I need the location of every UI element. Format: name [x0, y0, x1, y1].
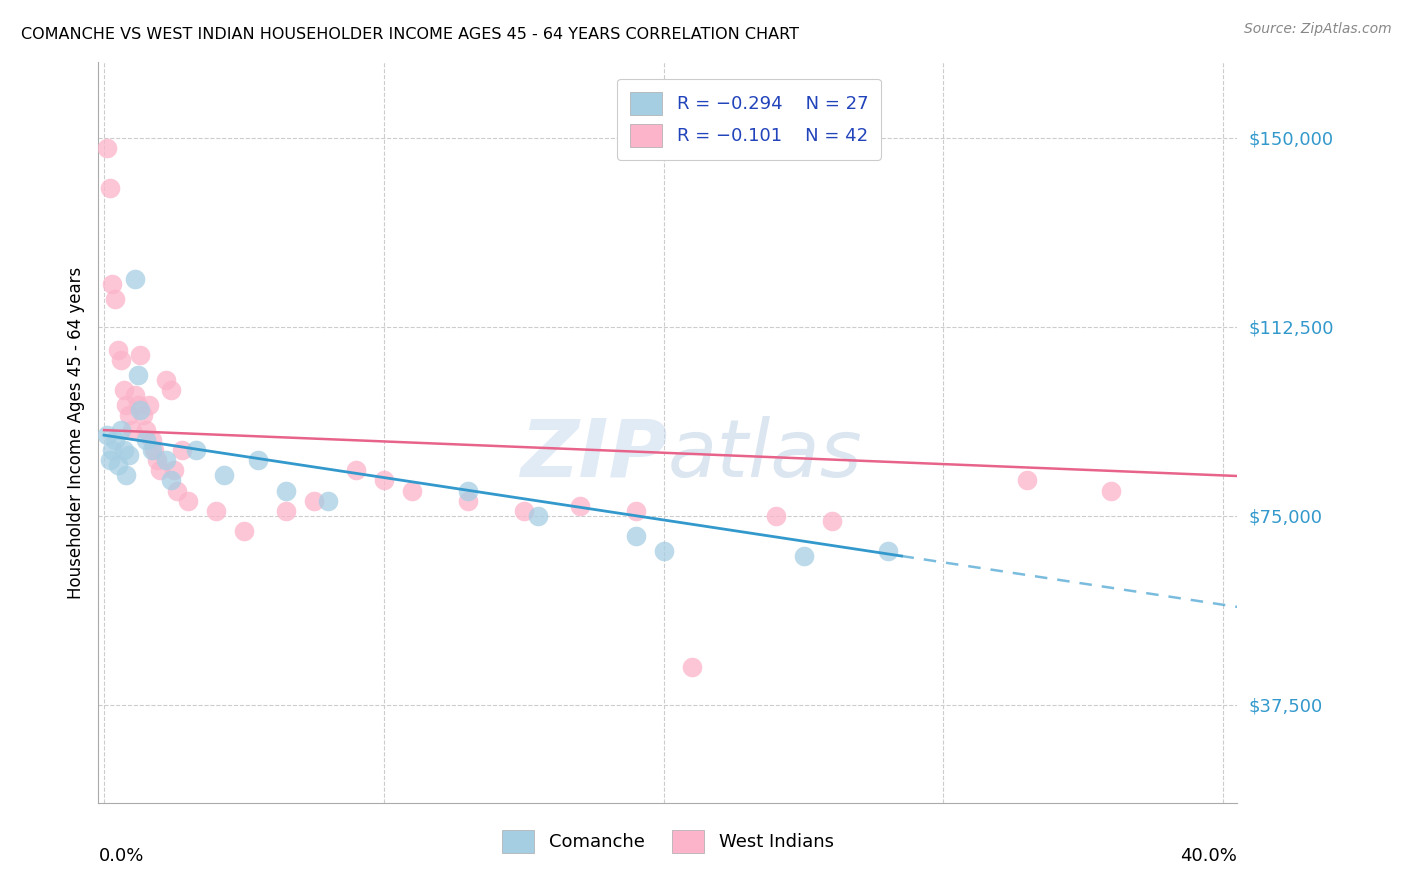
Point: [146, 453, 169, 467]
Text: Source: ZipAtlas.com: Source: ZipAtlas.com: [1244, 22, 1392, 37]
Point: [177, 493, 200, 508]
Point: [160, 474, 183, 488]
Point: [127, 368, 149, 382]
Point: [129, 403, 152, 417]
Point: [316, 493, 339, 508]
Point: [110, 423, 132, 437]
Point: [124, 272, 146, 286]
Point: [876, 544, 898, 558]
Point: [98, 453, 121, 467]
Point: [104, 292, 127, 306]
Point: [246, 453, 269, 467]
Text: 40.0%: 40.0%: [1181, 847, 1237, 865]
Point: [124, 388, 146, 402]
Point: [205, 504, 228, 518]
Point: [132, 408, 155, 422]
Point: [143, 443, 166, 458]
Text: COMANCHE VS WEST INDIAN HOUSEHOLDER INCOME AGES 45 - 64 YEARS CORRELATION CHART: COMANCHE VS WEST INDIAN HOUSEHOLDER INCO…: [21, 27, 799, 42]
Point: [155, 373, 177, 387]
Point: [96, 141, 118, 155]
Point: [513, 504, 536, 518]
Legend: Comanche, West Indians: Comanche, West Indians: [495, 822, 841, 861]
Point: [149, 463, 172, 477]
Point: [681, 660, 703, 674]
Point: [302, 493, 325, 508]
Point: [141, 443, 163, 458]
Point: [107, 458, 129, 473]
Point: [568, 499, 591, 513]
Point: [112, 443, 135, 458]
Point: [457, 483, 479, 498]
Point: [96, 428, 118, 442]
Point: [526, 508, 548, 523]
Point: [186, 443, 208, 458]
Point: [1099, 483, 1122, 498]
Point: [115, 398, 138, 412]
Point: [110, 352, 132, 367]
Point: [127, 398, 149, 412]
Point: [1017, 474, 1039, 488]
Y-axis label: Householder Income Ages 45 - 64 years: Householder Income Ages 45 - 64 years: [66, 267, 84, 599]
Point: [624, 529, 647, 543]
Point: [121, 423, 143, 437]
Point: [232, 524, 254, 538]
Point: [401, 483, 423, 498]
Point: [793, 549, 815, 563]
Point: [344, 463, 367, 477]
Point: [166, 483, 188, 498]
Point: [118, 408, 141, 422]
Point: [214, 468, 236, 483]
Point: [765, 508, 787, 523]
Point: [274, 483, 297, 498]
Point: [274, 504, 297, 518]
Point: [820, 514, 842, 528]
Text: atlas: atlas: [668, 416, 863, 494]
Point: [135, 433, 157, 447]
Point: [112, 383, 135, 397]
Point: [101, 277, 124, 291]
Point: [138, 398, 160, 412]
Text: ZIP: ZIP: [520, 416, 668, 494]
Point: [141, 433, 163, 447]
Point: [160, 383, 183, 397]
Point: [101, 443, 124, 458]
Point: [98, 181, 121, 195]
Text: 0.0%: 0.0%: [98, 847, 143, 865]
Point: [107, 343, 129, 357]
Point: [135, 423, 157, 437]
Point: [118, 448, 141, 462]
Point: [155, 453, 177, 467]
Point: [457, 493, 479, 508]
Point: [652, 544, 675, 558]
Point: [115, 468, 138, 483]
Point: [172, 443, 194, 458]
Point: [624, 504, 647, 518]
Point: [104, 433, 127, 447]
Point: [163, 463, 186, 477]
Point: [373, 474, 395, 488]
Point: [129, 347, 152, 361]
